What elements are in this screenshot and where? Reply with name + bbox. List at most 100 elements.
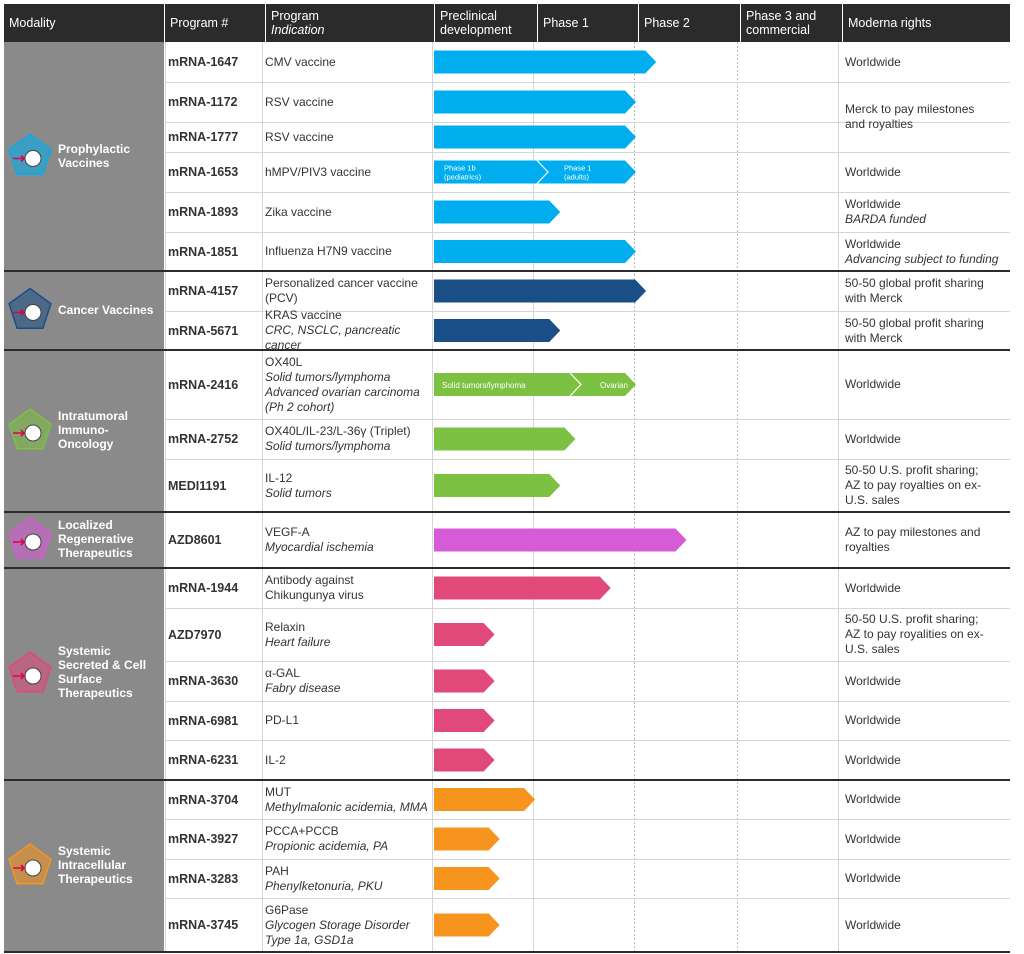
moderna-rights: Worldwide: [845, 568, 1010, 608]
program-indication: PCCA+PCCB Propionic acidemia, PA: [265, 819, 435, 859]
indication-text: Advanced ovarian carcinoma: [265, 384, 420, 399]
indication-text: (Ph 2 cohort): [265, 399, 335, 414]
header-program-number: Program #: [170, 16, 229, 30]
program-id: mRNA-1944: [168, 581, 239, 595]
program-id: mRNA-3283: [168, 871, 239, 886]
program-indication: IL-12 Solid tumors: [265, 459, 435, 512]
program-indication: Personalized cancer vaccine (PCV): [265, 271, 435, 311]
indication-text: Propionic acidemia, PA: [265, 839, 389, 853]
progress-bar: [434, 90, 636, 114]
column-divider: [838, 42, 839, 952]
program-name: Relaxin: [265, 619, 306, 634]
progress-bar: [434, 319, 561, 342]
program-number: mRNA-1851: [168, 232, 263, 271]
program-indication: Relaxin Heart failure: [265, 608, 435, 661]
table-row: mRNA-3927 PCCA+PCCB Propionic acidemia, PA…: [165, 819, 1010, 859]
program-number: AZD7970: [168, 608, 263, 661]
program-indication: IL-2: [265, 740, 435, 780]
modality-label-line: Oncology: [58, 436, 114, 451]
program-number: mRNA-3630: [168, 661, 263, 701]
program-name: RSV vaccine: [265, 94, 334, 109]
rights-text: Worldwide: [845, 54, 901, 69]
moderna-rights: 50-50 U.S. profit sharing; AZ to pay roya…: [845, 459, 1010, 512]
program-name: VEGF-A: [265, 525, 310, 539]
rights-text: AZ to pay royalities on ex-: [845, 627, 984, 641]
program-number: mRNA-5671: [168, 311, 263, 350]
rights-text: with Merck: [845, 330, 903, 345]
program-id: mRNA-5671: [168, 323, 239, 338]
table-row: mRNA-1653 hMPV/PIV3 vaccine Worldwide: [165, 152, 1010, 192]
indication-text: (PCV): [265, 291, 298, 305]
moderna-rights: 50-50 global profit sharing with Merck: [845, 271, 1010, 311]
bar-label: (adults): [564, 173, 590, 182]
program-name: Influenza H7N9 vaccine: [265, 244, 392, 258]
program-indication: RSV vaccine: [265, 122, 435, 152]
program-id: mRNA-3630: [168, 674, 239, 688]
program-id: mRNA-3745: [168, 918, 239, 932]
table-bottom-border: [4, 951, 1010, 953]
row-divider: [165, 819, 1010, 820]
program-name: PAH: [265, 863, 289, 878]
program-number: mRNA-3704: [168, 780, 263, 819]
program-id: mRNA-1172: [168, 95, 238, 109]
table-row: mRNA-4157 Personalized cancer vaccine (PCV…: [165, 271, 1010, 311]
header-preclinical: Preclinical development: [440, 9, 512, 37]
program-name: G6Pase: [265, 902, 309, 917]
progress-bar: [434, 913, 500, 937]
indication-text: Chikungunya virus: [265, 588, 364, 602]
program-name: IL-12: [265, 470, 293, 485]
moderna-rights: Worldwide: [845, 701, 1010, 740]
moderna-rights: Worldwide: [845, 661, 1010, 701]
program-indication: G6Pase Glycogen Storage Disorder Type 1a, …: [265, 898, 435, 952]
table-row: mRNA-6981 PD-L1 Worldwide: [165, 701, 1010, 740]
table-row: mRNA-5671 KRAS vaccine CRC, NSCLC, pancrea…: [165, 308, 1010, 352]
table-row: mRNA-1647 CMV vaccine Worldwide: [165, 42, 1010, 82]
group-divider: [4, 270, 1010, 272]
row-divider: [165, 419, 1010, 420]
rights-text: U.S. sales: [845, 642, 900, 656]
table-row: mRNA-1944 Antibody against Chikungunya vir…: [165, 568, 1010, 608]
program-id: mRNA-1653: [168, 165, 239, 179]
program-id: mRNA-2752: [168, 432, 239, 446]
program-name: Zika vaccine: [265, 204, 332, 219]
program-id: mRNA-1893: [168, 205, 239, 219]
header-divider: [740, 4, 741, 42]
group-divider: [4, 349, 1010, 351]
moderna-rights: Worldwide: [845, 419, 1010, 459]
row-divider: [165, 192, 1010, 193]
indication-text: Type 1a, GSD1a: [265, 932, 354, 947]
rights-text: Worldwide: [845, 236, 901, 251]
program-number: mRNA-4157: [168, 271, 263, 311]
progress-bar: [434, 50, 657, 74]
modality-label: Systemic Intracellular Therapeutics: [58, 844, 133, 886]
rights-text: Worldwide: [845, 831, 901, 846]
program-number: mRNA-2752: [168, 419, 263, 459]
rights-text: Worldwide: [845, 871, 901, 885]
row-divider: [165, 898, 1010, 899]
bar-label: Phase 1b: [444, 164, 476, 173]
bar-label: (pediatrics): [444, 173, 482, 182]
program-indication: α-GAL Fabry disease: [265, 661, 435, 701]
program-name: RSV vaccine: [265, 129, 334, 144]
program-name: α-GAL: [265, 666, 300, 680]
rights-text: 50-50 U.S. profit sharing;: [845, 463, 979, 477]
table-row: AZD8601 VEGF-A Myocardial ischemia AZ to pa…: [165, 512, 1010, 568]
moderna-rights: Worldwide: [845, 350, 1010, 419]
progress-bar: [434, 827, 500, 851]
row-divider: [165, 661, 1010, 662]
program-name: Personalized cancer vaccine: [265, 276, 418, 290]
row-divider: [165, 608, 1010, 609]
program-number: mRNA-1944: [168, 568, 263, 608]
modality-label: Intratumoral Immuno- Oncology: [58, 409, 128, 451]
program-indication: MUT Methylmalonic acidemia, MMA: [265, 780, 435, 819]
modality-label-line: Systemic: [58, 644, 111, 658]
table-row: mRNA-2416 OX40L Solid tumors/lymphoma Advan…: [165, 350, 1010, 419]
program-name: hMPV/PIV3 vaccine: [265, 164, 372, 179]
table-row: mRNA-3283 PAH Phenylketonuria, PKU Worldwid…: [165, 859, 1010, 898]
group-divider: [4, 779, 1010, 781]
group-divider: [4, 511, 1010, 513]
row-divider: [165, 859, 1010, 860]
progress-bar: [434, 576, 611, 600]
indication-text: Glycogen Storage Disorder: [265, 917, 410, 932]
progress-bar: [434, 125, 636, 149]
